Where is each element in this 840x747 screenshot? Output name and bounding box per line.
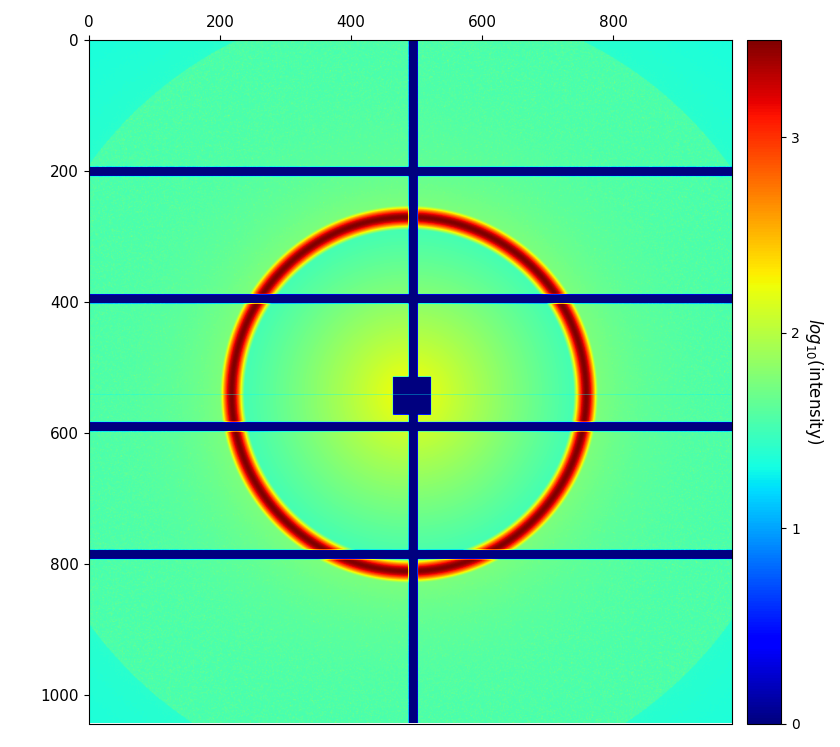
Y-axis label: $log_{10}$(intensity): $log_{10}$(intensity) — [803, 318, 825, 444]
